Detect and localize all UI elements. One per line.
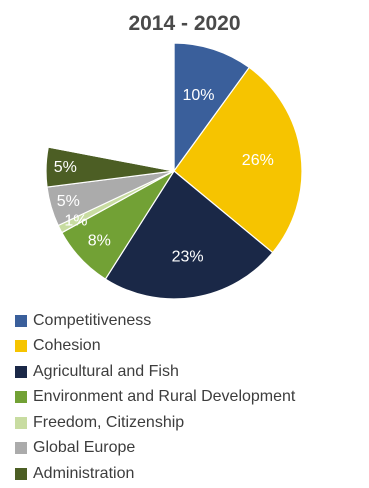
legend-label: Freedom, Citizenship — [33, 413, 185, 431]
legend-swatch — [15, 314, 27, 327]
legend-label: Cohesion — [33, 337, 101, 355]
legend-item: Agricultural and Fish — [15, 359, 295, 385]
pie-label: 5% — [54, 159, 77, 176]
pie-chart: 10% 26% 23% 8%1% 5% 5% — [45, 42, 303, 300]
legend-label: Environment and Rural Development — [33, 388, 296, 406]
legend-swatch — [15, 467, 27, 480]
legend-label: Administration — [33, 464, 135, 482]
pie-label: 26% — [242, 152, 274, 169]
pie-label: 1% — [64, 212, 87, 229]
pie-slice-cohesion — [173, 66, 303, 254]
legend-swatch — [15, 442, 27, 455]
legend-item: Administration — [15, 461, 295, 487]
legend-swatch — [15, 365, 27, 378]
legend-swatch — [15, 340, 27, 353]
pie-slices — [45, 42, 303, 300]
legend-swatch — [15, 416, 27, 429]
legend-label: Competitiveness — [33, 311, 152, 329]
pie-labels: 10% 26% 23% 8%1% 5% 5% — [54, 87, 274, 265]
legend-swatch — [15, 391, 27, 404]
pie-label: 8% — [88, 233, 111, 250]
pie-slice-agricultural-and-fish — [104, 170, 274, 300]
legend-item: Cohesion — [15, 334, 295, 360]
legend-label: Agricultural and Fish — [33, 362, 179, 380]
legend-label: Global Europe — [33, 439, 136, 457]
legend-item: Freedom, Citizenship — [15, 410, 295, 436]
pie-label: 5% — [57, 193, 80, 210]
pie-label: 10% — [183, 87, 215, 104]
legend: Competitiveness Cohesion Agricultural and … — [15, 308, 295, 487]
legend-item: Global Europe — [15, 436, 295, 462]
legend-item: Competitiveness — [15, 308, 295, 334]
pie-slice-unlabeled — [47, 42, 175, 172]
legend-item: Environment and Rural Development — [15, 385, 295, 411]
chart-title: 2014 - 2020 — [128, 12, 241, 35]
pie-label: 23% — [172, 248, 204, 265]
pie-slice-competitiveness — [173, 42, 251, 173]
